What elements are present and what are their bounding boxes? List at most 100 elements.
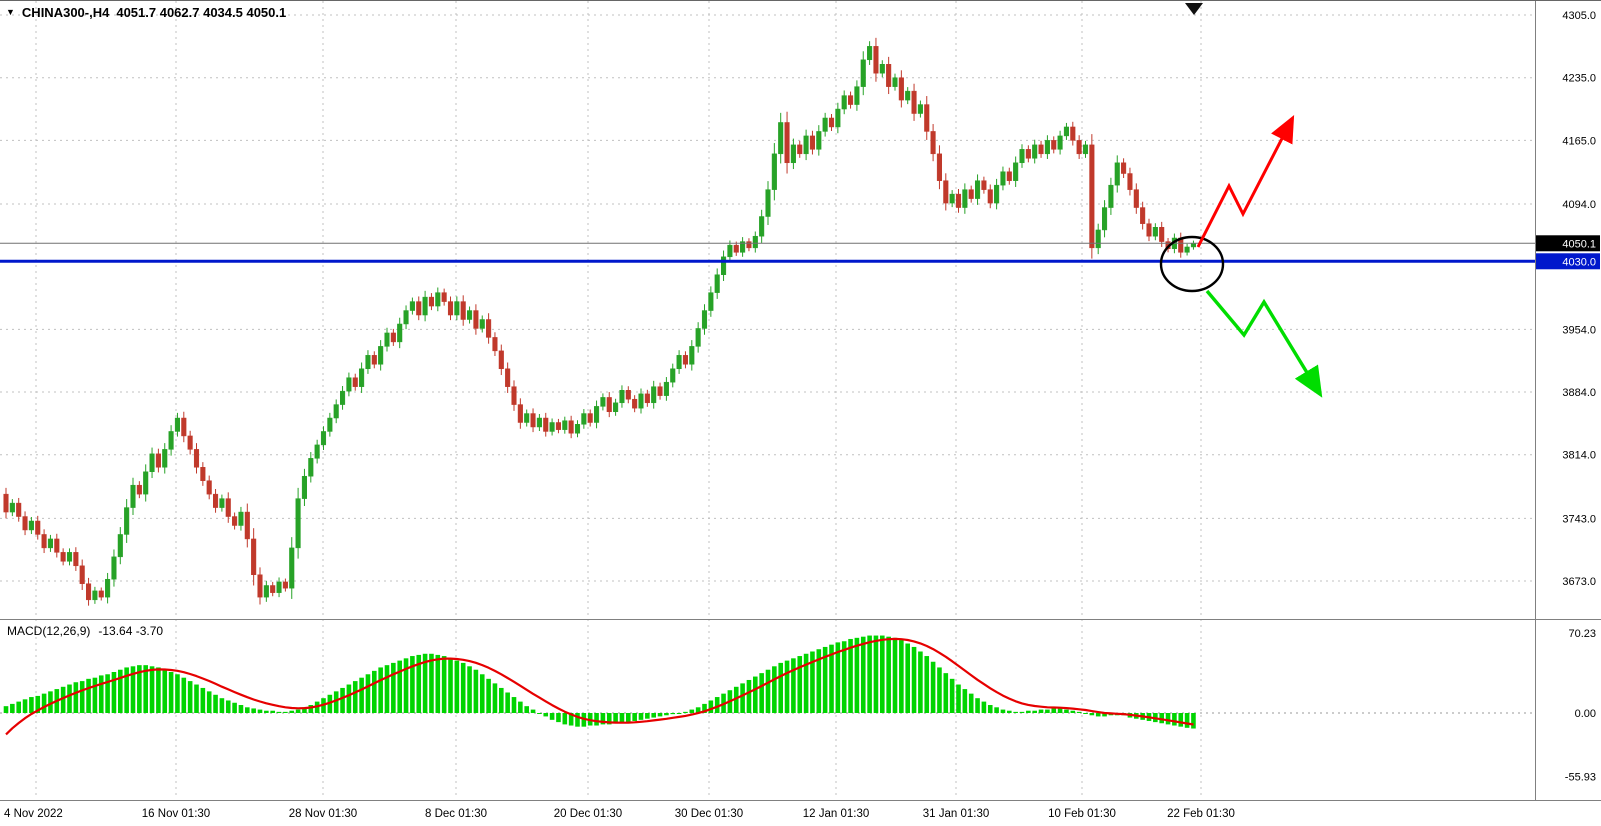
macd-bar	[918, 651, 923, 713]
macd-bar	[372, 670, 377, 713]
macd-bar	[784, 660, 790, 713]
candle	[625, 390, 631, 400]
macd-bar	[524, 706, 529, 713]
candle	[244, 511, 250, 540]
macd-bar	[346, 684, 352, 713]
candle	[308, 458, 314, 477]
macd-bar	[746, 679, 752, 713]
candle	[1019, 149, 1025, 164]
candle	[117, 534, 123, 558]
price-axis-label: 4165.0	[1562, 135, 1596, 147]
macd-bar	[733, 686, 739, 713]
chart-shift-marker[interactable]	[1185, 3, 1203, 15]
candle	[1184, 246, 1190, 253]
candle	[905, 90, 911, 101]
candle	[835, 108, 841, 128]
candle	[721, 256, 727, 275]
macd-bar	[60, 686, 66, 713]
macd-bar	[410, 656, 415, 713]
candle	[968, 189, 974, 199]
macd-bar	[1089, 713, 1095, 716]
bearish-arrow[interactable]	[1205, 289, 1323, 398]
candle	[530, 413, 536, 428]
candle	[79, 565, 85, 584]
macd-bar	[975, 698, 980, 713]
symbol-dropdown-icon[interactable]: ▼	[6, 7, 15, 17]
candle	[1006, 171, 1012, 181]
highlight-circle[interactable]	[1159, 235, 1225, 293]
candle	[549, 422, 555, 432]
candle	[22, 516, 28, 531]
time-axis-label: 20 Dec 01:30	[554, 808, 622, 820]
candle	[619, 390, 625, 404]
macd-bar	[740, 683, 745, 713]
price-axis-label: 3743.0	[1562, 513, 1596, 525]
macd-bar	[378, 667, 383, 713]
candle	[1013, 162, 1019, 181]
macd-bar	[92, 677, 98, 713]
macd-bar	[702, 703, 707, 713]
price-badge	[1536, 253, 1600, 270]
macd-bar	[327, 694, 333, 713]
macd-bar	[714, 697, 720, 713]
candle	[162, 449, 168, 468]
macd-bar	[384, 665, 390, 713]
macd-bar	[772, 666, 777, 713]
macd-bar	[911, 646, 917, 713]
macd-bar	[143, 665, 148, 713]
macd-bar	[695, 707, 701, 713]
candle	[1102, 207, 1108, 231]
macd-bar	[276, 711, 282, 713]
macd-axis-label: -55.93	[1565, 772, 1596, 784]
macd-bar	[397, 660, 402, 713]
ohlc-values: 4051.7 4062.7 4034.5 4050.1	[116, 5, 287, 20]
macd-bar	[1172, 713, 1177, 726]
candle	[943, 180, 949, 204]
candle	[86, 583, 92, 601]
macd-bar	[613, 713, 618, 724]
bullish-arrow[interactable]	[1196, 115, 1295, 248]
macd-bar	[200, 687, 206, 713]
annotations[interactable]	[1159, 115, 1323, 398]
macd-bar	[962, 689, 968, 713]
macd-bar	[937, 667, 942, 713]
macd-bar	[168, 671, 174, 713]
candle	[124, 507, 130, 535]
time-axis[interactable]	[0, 801, 1601, 826]
macd-bar	[867, 635, 872, 713]
macd-bar	[162, 669, 168, 713]
candle	[981, 180, 987, 190]
macd-bar	[848, 638, 853, 713]
candle	[66, 552, 73, 562]
candle	[397, 323, 403, 343]
macd-bar	[1083, 713, 1088, 714]
candle	[911, 90, 917, 114]
candle	[574, 424, 581, 434]
candle	[511, 386, 517, 405]
macd-bar	[924, 656, 930, 713]
candle	[454, 301, 460, 316]
candle	[1095, 229, 1101, 249]
chart-title: ▼ CHINA300-,H4 4051.7 4062.7 4034.5 4050…	[6, 5, 286, 20]
macd-bar	[1057, 708, 1063, 713]
macd-histogram	[3, 635, 1196, 729]
candle	[257, 574, 263, 598]
candle	[657, 386, 663, 396]
candle	[714, 274, 720, 293]
candle	[1051, 140, 1057, 150]
macd-bar	[340, 687, 345, 713]
macd-bar	[816, 649, 822, 713]
macd-bar	[511, 697, 517, 713]
candle	[105, 578, 111, 598]
macd-bar	[283, 711, 288, 713]
macd-bar	[778, 662, 783, 713]
candle	[41, 534, 47, 549]
macd-bar	[943, 673, 949, 713]
macd-bar	[956, 684, 961, 713]
price-axis[interactable]	[1535, 1, 1601, 801]
macd-bar	[1076, 711, 1082, 713]
macd-bar	[219, 698, 225, 713]
macd-bar	[206, 691, 212, 713]
macd-bar	[149, 666, 155, 713]
candle	[1032, 144, 1038, 159]
